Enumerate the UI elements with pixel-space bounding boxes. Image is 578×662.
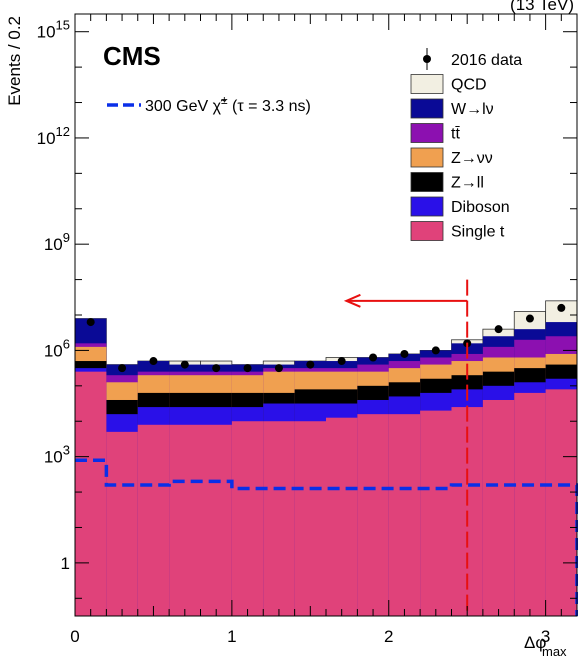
y-tick-label-3: 103 — [44, 443, 70, 467]
bar-single-t-4 — [200, 424, 232, 616]
data-point-15 — [557, 303, 566, 312]
y-tick-base-6: 10 — [44, 341, 63, 360]
data-point-6 — [274, 364, 283, 373]
bar-single-t-11 — [420, 410, 452, 616]
data-point-2 — [149, 357, 158, 366]
legend-swatch-4 — [410, 172, 444, 192]
legend-swatch-5 — [410, 196, 444, 217]
legend-swatch-1 — [410, 98, 444, 119]
bar-single-t-3 — [169, 424, 201, 616]
y-tick-base-15: 10 — [37, 23, 56, 42]
legend-label-3: Z→νν — [451, 150, 493, 167]
y-tick-base-9: 10 — [44, 235, 63, 254]
y-tick-exp-3: 3 — [63, 443, 70, 458]
y-tick-label-9: 109 — [44, 230, 70, 254]
x-axis-label: Δφ max — [524, 633, 567, 659]
y-tick-exp-15: 15 — [56, 18, 70, 33]
legend-label-data: 2016 data — [451, 52, 522, 69]
y-tick-exp-9: 9 — [63, 230, 70, 245]
legend-label-4: Z→ll — [451, 175, 484, 192]
legend: 2016 data QCD W→lν tt̄ Z→νν Z→ll Diboson Single… — [410, 48, 522, 241]
data-point-7 — [306, 360, 315, 369]
signal-legend-text-after: (τ = 3.3 ns) — [228, 98, 311, 115]
data-point-8 — [337, 357, 346, 366]
legend-label-0: QCD — [451, 77, 487, 94]
data-point-5 — [243, 364, 252, 373]
bar-single-t-5 — [231, 421, 264, 616]
x-tick-label-0: 0 — [70, 627, 79, 646]
bar-single-t-13 — [482, 399, 515, 616]
data-point-3 — [180, 360, 189, 369]
bar-single-t-9 — [357, 414, 389, 616]
data-point-1 — [118, 364, 127, 373]
legend-swatch-2 — [410, 123, 444, 143]
cut-arrow-head-icon — [343, 293, 361, 308]
lumi-label: (13 TeV) — [510, 0, 574, 14]
data-point-4 — [212, 364, 221, 373]
data-point-11 — [431, 346, 440, 355]
y-tick-label-12: 1012 — [37, 124, 70, 148]
signal-legend-text: 300 GeV χ̃± (τ = 3.3 ns) — [145, 93, 311, 115]
signal-legend-text-before: 300 GeV — [145, 98, 213, 115]
legend-label-5: Diboson — [451, 199, 510, 216]
legend-label-2: tt̄ — [451, 126, 460, 143]
y-tick-label-0: 1 — [61, 554, 70, 573]
bar-single-t-10 — [388, 414, 421, 616]
y-tick-base-3: 10 — [44, 448, 63, 467]
y-tick-base-12: 10 — [37, 129, 56, 148]
bar-single-t-7 — [294, 421, 326, 616]
bar-single-t-6 — [263, 421, 295, 616]
x-tick-label-2: 2 — [384, 627, 393, 646]
bar-single-t-2 — [137, 424, 170, 616]
legend-swatch-6 — [410, 221, 444, 241]
y-tick-exp-12: 12 — [56, 124, 70, 139]
data-point-14 — [525, 314, 534, 323]
y-tick-exp-6: 6 — [63, 336, 70, 351]
y-axis-label: Events / 0.2 — [5, 16, 24, 106]
signal-histogram — [75, 458, 578, 616]
x-axis-label-sub: max — [542, 644, 567, 659]
y-tick-label-6: 106 — [44, 336, 70, 360]
bar-single-t-1 — [106, 431, 138, 616]
legend-label-1: W→lν — [451, 101, 494, 118]
data-point-0 — [86, 318, 95, 327]
cut-line-group — [343, 279, 469, 616]
legend-label-6: Single t — [451, 224, 505, 241]
data-point-9 — [369, 353, 378, 362]
cms-label: CMS — [103, 41, 161, 71]
stacked-histograms — [74, 300, 578, 617]
bar-single-t-0 — [75, 371, 107, 616]
x-tick-label-3: 3 — [541, 627, 550, 646]
data-point-10 — [400, 349, 409, 358]
bar-single-t-8 — [326, 417, 358, 616]
data-points — [86, 303, 566, 373]
bar-single-t-14 — [514, 392, 546, 616]
legend-swatch-0 — [410, 74, 444, 94]
legend-swatch-3 — [410, 147, 444, 168]
y-tick-label-15: 1015 — [37, 18, 70, 42]
x-tick-label-1: 1 — [227, 627, 236, 646]
signal-legend-chi-sup: ± — [221, 93, 228, 107]
signal-line — [75, 458, 578, 616]
legend-data-marker-icon — [423, 55, 431, 63]
bar-single-t-15 — [545, 389, 577, 616]
x-axis-label-main: Δφ — [524, 633, 546, 652]
signal-legend: 300 GeV χ̃± (τ = 3.3 ns) — [107, 93, 311, 115]
data-point-13 — [494, 325, 503, 334]
